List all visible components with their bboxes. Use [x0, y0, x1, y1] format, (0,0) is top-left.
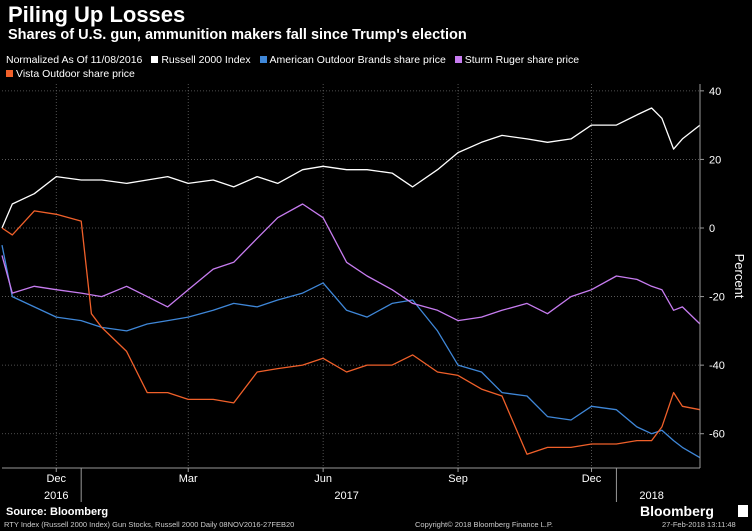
- series-line: [1, 107, 701, 229]
- legend-note: Normalized As Of 11/08/2016: [6, 54, 143, 66]
- y-tick-label: 40: [709, 86, 721, 98]
- legend-swatch: [6, 70, 13, 77]
- y-tick-label: 0: [709, 223, 715, 235]
- x-tick-label: Jun: [314, 473, 332, 485]
- y-tick-label: -40: [709, 360, 725, 372]
- chart-series: [1, 107, 701, 459]
- legend: Normalized As Of 11/08/2016 Russell 2000…: [6, 53, 646, 81]
- legend-label: American Outdoor Brands share price: [269, 54, 446, 66]
- chart-subtitle: Shares of U.S. gun, ammunition makers fa…: [8, 27, 467, 43]
- legend-label: Sturm Ruger share price: [464, 54, 580, 66]
- legend-swatch: [454, 56, 462, 63]
- y-tick-label: -20: [709, 292, 725, 304]
- legend-swatch: [151, 56, 159, 63]
- legend-label: Vista Outdoor share price: [16, 68, 135, 80]
- x-tick-label: Dec: [46, 473, 66, 485]
- chart-axes: 40 20 0 -20 -40 -60 Dec Mar Jun Sep Dec 2016 2017 201…: [2, 84, 747, 502]
- series-line: [1, 203, 701, 325]
- legend-label: Russell 2000 Index: [161, 54, 251, 66]
- legend-item-sturm-ruger: Sturm Ruger share price: [454, 53, 580, 67]
- series-line: [1, 210, 701, 455]
- legend-item-russell: Russell 2000 Index: [151, 53, 251, 67]
- legend-item-american-outdoor: American Outdoor Brands share price: [259, 53, 446, 67]
- footer-series-info: RTY Index (Russell 2000 Index) Gun Stock…: [4, 520, 295, 529]
- x-tick-label: Dec: [582, 473, 602, 485]
- footer-copyright: Copyright© 2018 Bloomberg Finance L.P.: [415, 520, 553, 529]
- legend-swatch: [259, 56, 267, 63]
- y-tick-label: 20: [709, 154, 721, 166]
- footer-timestamp: 27-Feb-2018 13:11:48: [662, 520, 736, 529]
- legend-item-vista-outdoor: Vista Outdoor share price: [6, 67, 135, 81]
- bloomberg-logo: Bloomberg: [640, 503, 714, 519]
- bloomberg-terminal-icon: [738, 505, 748, 517]
- chart-title: Piling Up Losses: [8, 2, 186, 27]
- x-tick-label: Mar: [179, 473, 198, 485]
- year-label: 2016: [44, 490, 68, 502]
- year-label: 2018: [639, 490, 663, 502]
- chart-grid: [2, 84, 700, 468]
- series-line: [1, 244, 701, 459]
- source-note: Source: Bloomberg: [6, 506, 109, 518]
- year-label: 2017: [334, 490, 358, 502]
- y-axis-label: Percent: [732, 254, 747, 299]
- y-tick-label: -60: [709, 429, 725, 441]
- x-tick-label: Sep: [448, 473, 468, 485]
